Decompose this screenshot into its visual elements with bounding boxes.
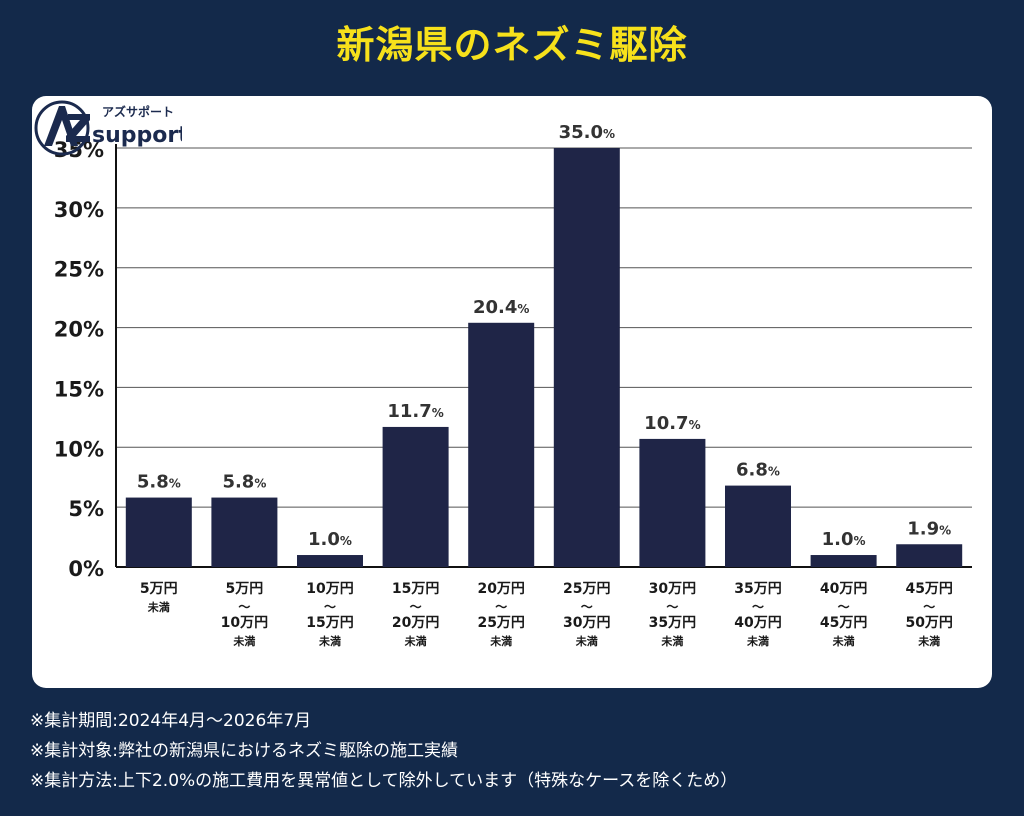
bar [297, 555, 363, 567]
value-label: 11.7% [387, 401, 443, 422]
value-label: 10.7% [644, 413, 700, 434]
category-tilde: ～ [495, 600, 507, 614]
az-support-logo: アズサポート support [34, 100, 182, 156]
bar [725, 485, 791, 567]
category-label: 15万円 [306, 615, 353, 631]
chart-panel: 0% 5% 10% 15% 20% 25% 30% 35% 5.8% 5万円 未満 5.8% 5万円～ 1… [32, 96, 992, 688]
bar [639, 438, 706, 567]
y-tick-label: 0% [68, 557, 104, 581]
category-suffix: 未満 [575, 634, 598, 648]
category-tilde: ～ [324, 600, 336, 614]
logo-kana: アズサポート [102, 104, 174, 119]
category-label: 30万円 [649, 581, 696, 597]
category-label: 35万円 [649, 615, 696, 631]
category-tilde: ～ [238, 600, 250, 614]
category-label: 25万円 [477, 615, 524, 631]
category-label: 10万円 [306, 581, 353, 597]
category-tilde: ～ [923, 600, 935, 614]
value-label: 1.0% [308, 529, 352, 550]
category-suffix: 未満 [147, 600, 170, 614]
note-period: ※集計期間:2024年4月～2026年7月 [30, 711, 312, 731]
category-suffix: 未満 [489, 634, 512, 648]
category-label: 35万円 [734, 581, 781, 597]
category-label: 40万円 [734, 615, 781, 631]
note-method: ※集計方法:上下2.0%の施工費用を異常値として除外しています（特殊なケースを除… [30, 771, 738, 791]
category-label: 45万円 [820, 615, 867, 631]
category-label: 5万円 [226, 581, 264, 597]
footnotes: ※集計期間:2024年4月～2026年7月 ※集計対象:弊社の新潟県におけるネズ… [30, 706, 1000, 796]
y-tick-label: 30% [54, 198, 104, 222]
value-label: 35.0% [559, 122, 615, 143]
y-tick-label: 15% [54, 377, 104, 401]
category-label: 10万円 [221, 615, 268, 631]
category-label: 50万円 [905, 615, 952, 631]
category-tilde: ～ [752, 600, 764, 614]
category-tilde: ～ [666, 600, 678, 614]
value-label: 5.8% [137, 472, 181, 493]
category-label: 40万円 [820, 581, 867, 597]
category-label: 45万円 [905, 581, 952, 597]
y-tick-label: 20% [54, 318, 104, 342]
category-suffix: 未満 [232, 634, 255, 648]
az-logo-icon [34, 100, 90, 156]
category-tilde: ～ [581, 600, 593, 614]
category-label: 25万円 [563, 581, 610, 597]
value-label: 6.8% [736, 460, 780, 481]
bar [468, 322, 535, 567]
category-label: 5万円 [140, 581, 178, 597]
category-suffix: 未満 [660, 634, 683, 648]
category-label: 30万円 [563, 615, 610, 631]
category-tilde: ～ [838, 600, 850, 614]
value-label: 20.4% [473, 297, 529, 318]
logo-word: support [92, 123, 182, 148]
category-tilde: ～ [410, 600, 422, 614]
category-suffix: 未満 [917, 634, 940, 648]
bar [211, 497, 278, 567]
bar [382, 426, 449, 567]
y-tick-label: 5% [68, 497, 104, 521]
chart-title: 新潟県のネズミ駆除 [336, 23, 688, 67]
bar [553, 148, 620, 567]
bar [125, 497, 192, 567]
y-tick-label: 25% [54, 258, 104, 282]
category-suffix: 未満 [404, 634, 427, 648]
category-label: 15万円 [392, 581, 439, 597]
category-suffix: 未満 [832, 634, 855, 648]
category-label: 20万円 [477, 581, 524, 597]
bar [810, 555, 877, 567]
category-suffix: 未満 [318, 634, 341, 648]
y-tick-label: 10% [54, 437, 104, 461]
category-suffix: 未満 [746, 634, 769, 648]
category-label: 20万円 [392, 615, 439, 631]
value-label: 5.8% [222, 472, 266, 493]
value-label: 1.0% [822, 529, 866, 550]
value-label: 1.9% [907, 518, 951, 539]
bar-chart: 0%5%10%15%20%25%30%35%5.8%5万円未満5.8%5万円～1… [54, 122, 972, 648]
bar [896, 544, 963, 567]
note-target: ※集計対象:弊社の新潟県におけるネズミ駆除の施工実績 [30, 741, 458, 761]
